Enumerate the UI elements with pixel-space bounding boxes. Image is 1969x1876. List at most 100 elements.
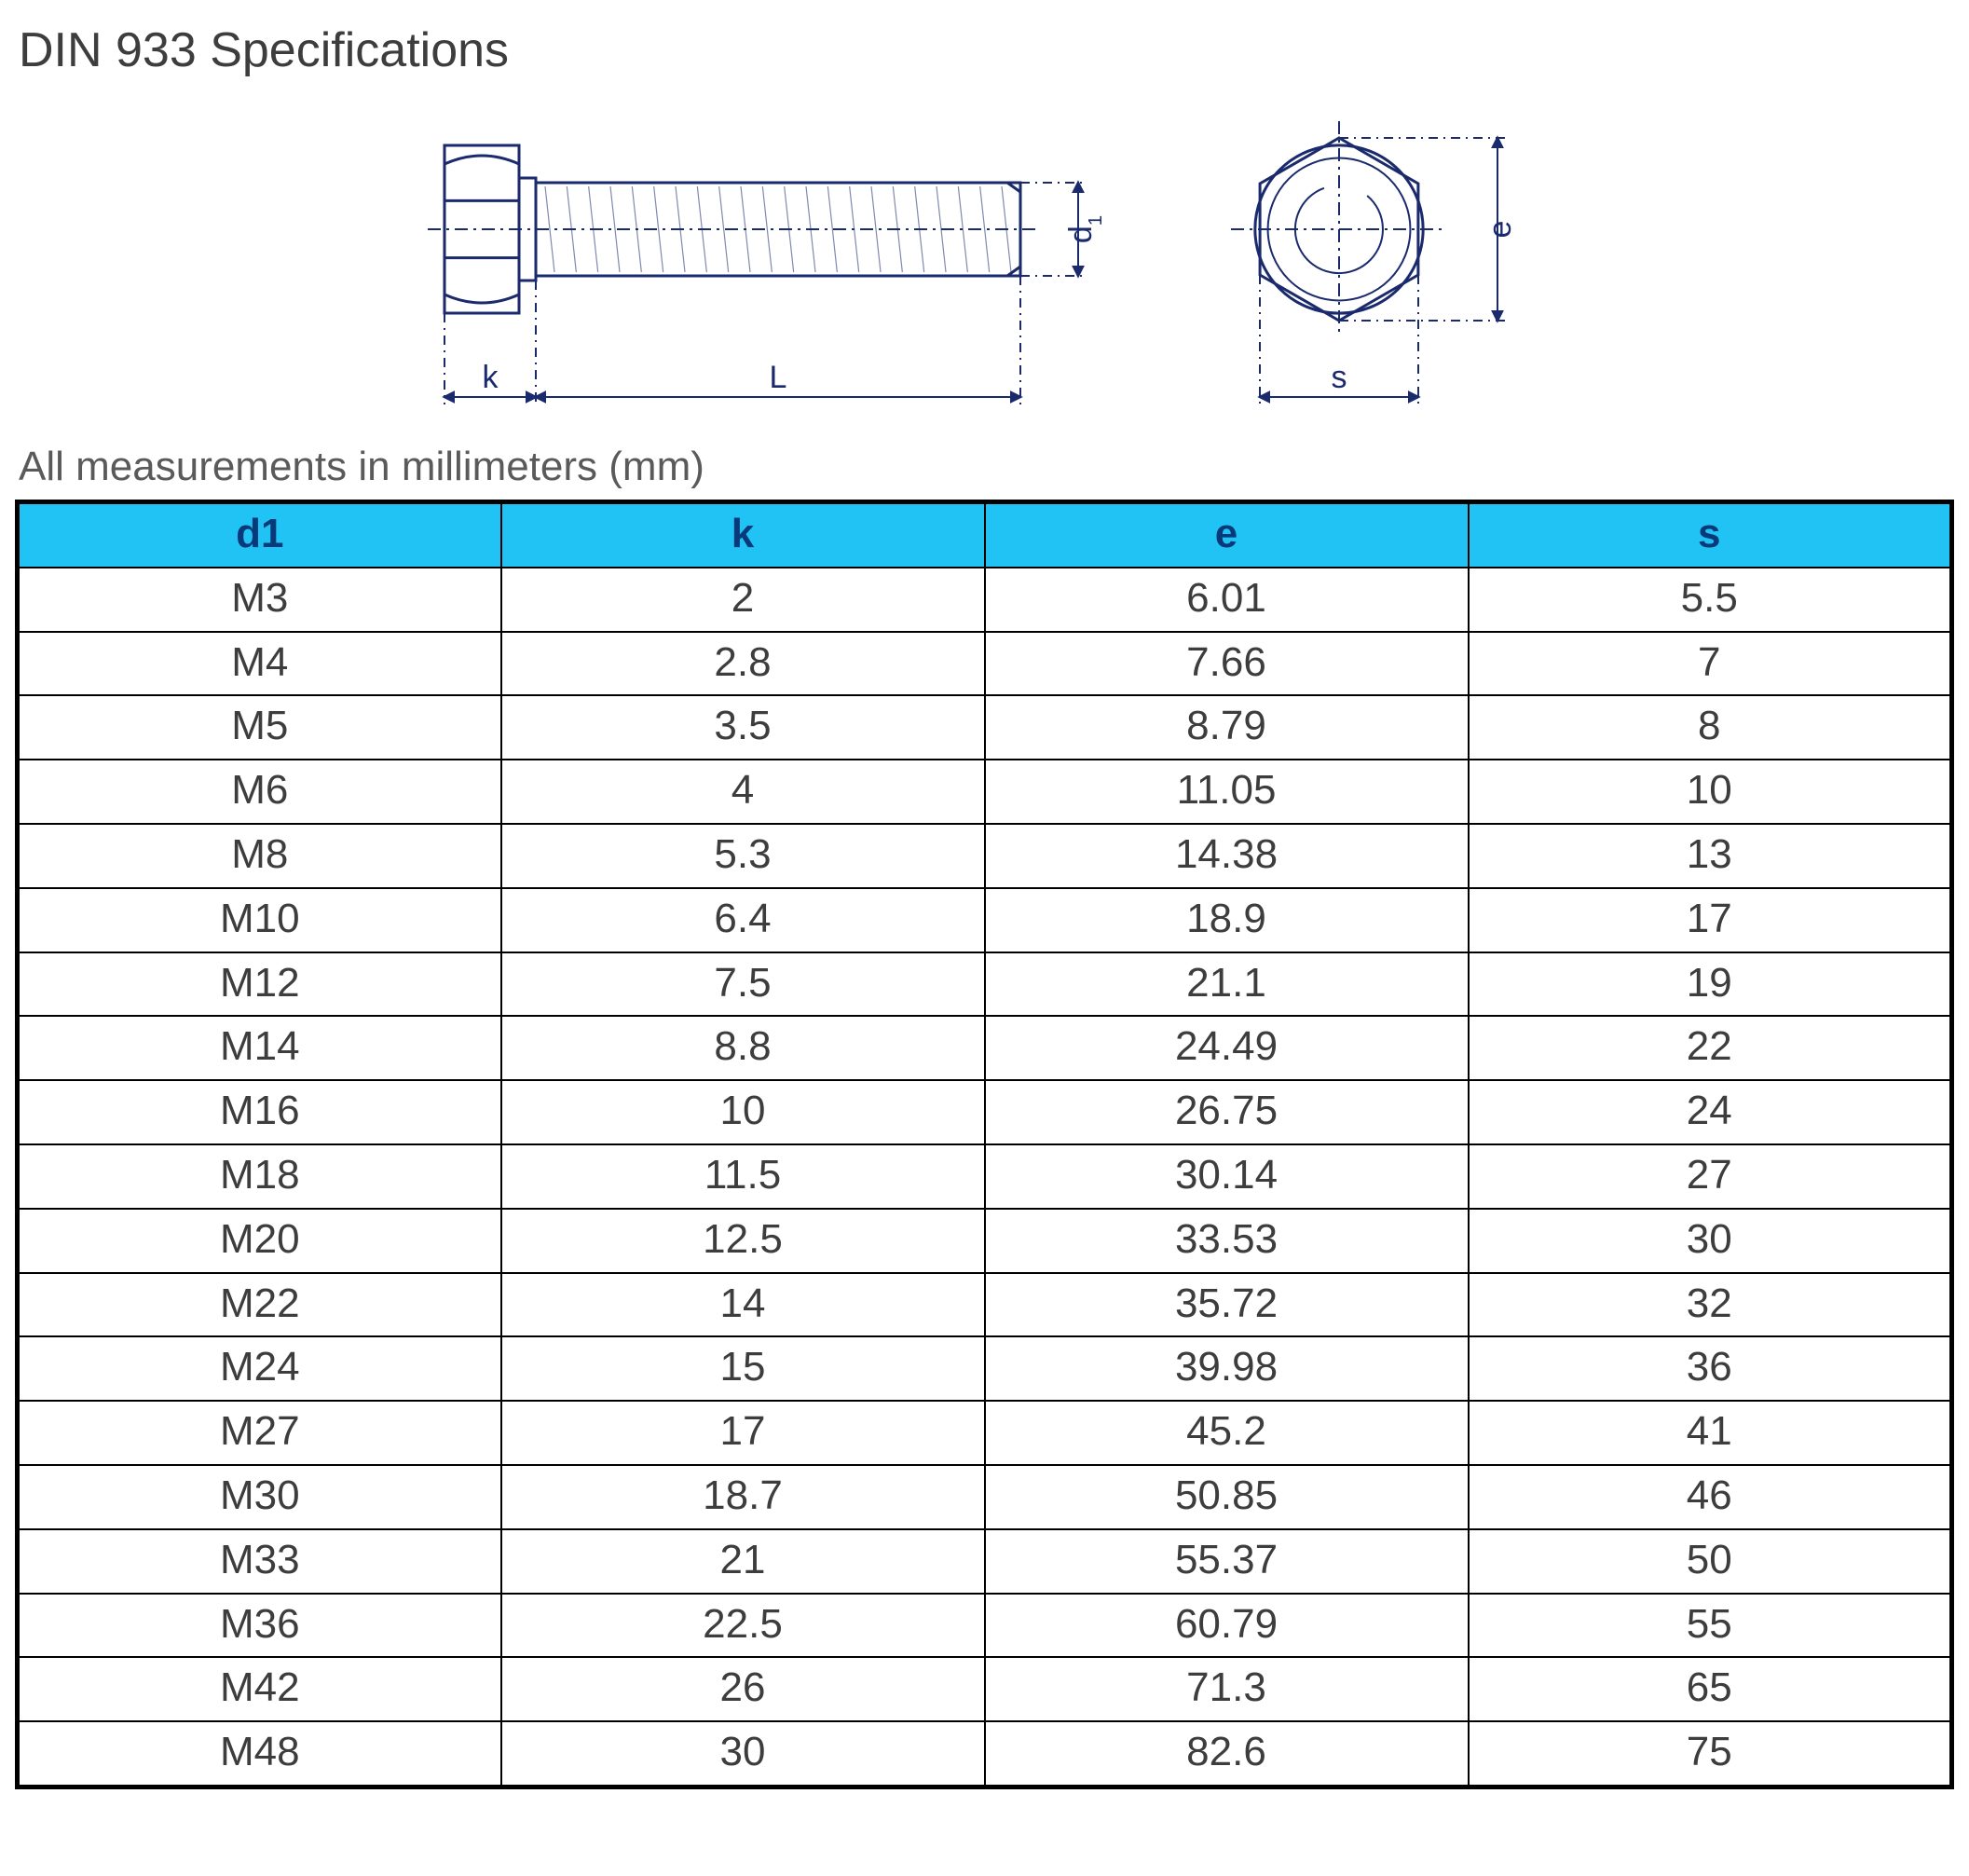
table-cell: M14 (18, 1016, 501, 1080)
table-cell: 65 (1469, 1657, 1952, 1721)
table-cell: 8 (1469, 695, 1952, 760)
table-cell: 19 (1469, 952, 1952, 1017)
svg-text:L: L (769, 360, 786, 395)
table-cell: 5.3 (501, 824, 985, 888)
svg-text:e: e (1483, 221, 1518, 239)
table-cell: M4 (18, 632, 501, 696)
table-cell: 11.05 (985, 760, 1469, 824)
svg-text:s: s (1331, 360, 1347, 395)
table-cell: 18.7 (501, 1465, 985, 1529)
table-row: M106.418.917 (18, 888, 1952, 952)
table-cell: M12 (18, 952, 501, 1017)
table-cell: 46 (1469, 1465, 1952, 1529)
table-cell: 8.79 (985, 695, 1469, 760)
table-cell: 14 (501, 1273, 985, 1337)
table-cell: M33 (18, 1529, 501, 1594)
table-cell: 11.5 (501, 1144, 985, 1209)
svg-text:k: k (482, 360, 499, 395)
table-row: M422671.365 (18, 1657, 1952, 1721)
table-row: M3622.560.7955 (18, 1594, 1952, 1658)
table-header-cell: e (985, 502, 1469, 568)
table-cell: M3 (18, 568, 501, 632)
spec-table: d1kes M326.015.5M42.87.667M53.58.798M641… (15, 500, 1954, 1789)
table-row: M85.314.3813 (18, 824, 1952, 888)
table-row: M3018.750.8546 (18, 1465, 1952, 1529)
table-cell: M48 (18, 1721, 501, 1787)
table-cell: 7 (1469, 632, 1952, 696)
table-cell: M10 (18, 888, 501, 952)
table-cell: 50 (1469, 1529, 1952, 1594)
table-row: M483082.675 (18, 1721, 1952, 1787)
table-cell: 8.8 (501, 1016, 985, 1080)
page-title: DIN 933 Specifications (19, 22, 1954, 78)
table-cell: 2 (501, 568, 985, 632)
table-row: M161026.7524 (18, 1080, 1952, 1144)
table-cell: 17 (1469, 888, 1952, 952)
table-cell: M8 (18, 824, 501, 888)
table-cell: 30 (1469, 1209, 1952, 1273)
table-row: M148.824.4922 (18, 1016, 1952, 1080)
table-cell: 50.85 (985, 1465, 1469, 1529)
table-cell: 24 (1469, 1080, 1952, 1144)
table-cell: M18 (18, 1144, 501, 1209)
table-cell: 55 (1469, 1594, 1952, 1658)
table-cell: M20 (18, 1209, 501, 1273)
table-cell: 45.2 (985, 1401, 1469, 1465)
table-row: M332155.3750 (18, 1529, 1952, 1594)
table-cell: 5.5 (1469, 568, 1952, 632)
table-cell: 22.5 (501, 1594, 985, 1658)
table-cell: 30 (501, 1721, 985, 1787)
table-cell: 60.79 (985, 1594, 1469, 1658)
table-cell: M42 (18, 1657, 501, 1721)
table-header-cell: d1 (18, 502, 501, 568)
table-cell: 41 (1469, 1401, 1952, 1465)
table-cell: 32 (1469, 1273, 1952, 1337)
table-cell: 10 (501, 1080, 985, 1144)
table-cell: 24.49 (985, 1016, 1469, 1080)
table-cell: 75 (1469, 1721, 1952, 1787)
table-row: M221435.7232 (18, 1273, 1952, 1337)
table-cell: 6.4 (501, 888, 985, 952)
table-row: M6411.0510 (18, 760, 1952, 824)
table-row: M241539.9836 (18, 1336, 1952, 1401)
table-cell: 10 (1469, 760, 1952, 824)
table-cell: 12.5 (501, 1209, 985, 1273)
table-cell: M5 (18, 695, 501, 760)
table-cell: M27 (18, 1401, 501, 1465)
table-cell: 71.3 (985, 1657, 1469, 1721)
table-row: M127.521.119 (18, 952, 1952, 1017)
table-cell: 33.53 (985, 1209, 1469, 1273)
table-cell: 4 (501, 760, 985, 824)
table-cell: M22 (18, 1273, 501, 1337)
table-cell: 2.8 (501, 632, 985, 696)
table-cell: 21.1 (985, 952, 1469, 1017)
table-cell: 14.38 (985, 824, 1469, 888)
bolt-diagram: k Ld1 s e (407, 89, 1563, 425)
table-cell: M30 (18, 1465, 501, 1529)
svg-text:d1: d1 (1063, 215, 1106, 243)
table-cell: 82.6 (985, 1721, 1469, 1787)
table-cell: 13 (1469, 824, 1952, 888)
table-row: M326.015.5 (18, 568, 1952, 632)
table-cell: 26 (501, 1657, 985, 1721)
table-cell: 30.14 (985, 1144, 1469, 1209)
table-cell: 3.5 (501, 695, 985, 760)
table-row: M42.87.667 (18, 632, 1952, 696)
table-row: M271745.241 (18, 1401, 1952, 1465)
table-cell: M6 (18, 760, 501, 824)
table-cell: 36 (1469, 1336, 1952, 1401)
table-cell: 18.9 (985, 888, 1469, 952)
table-header-cell: k (501, 502, 985, 568)
table-cell: 7.5 (501, 952, 985, 1017)
table-cell: 39.98 (985, 1336, 1469, 1401)
table-cell: 6.01 (985, 568, 1469, 632)
units-note: All measurements in millimeters (mm) (19, 444, 1954, 490)
table-cell: 22 (1469, 1016, 1952, 1080)
table-cell: M24 (18, 1336, 501, 1401)
table-cell: M16 (18, 1080, 501, 1144)
table-cell: 55.37 (985, 1529, 1469, 1594)
table-cell: 15 (501, 1336, 985, 1401)
table-cell: 7.66 (985, 632, 1469, 696)
table-cell: 27 (1469, 1144, 1952, 1209)
table-header-cell: s (1469, 502, 1952, 568)
